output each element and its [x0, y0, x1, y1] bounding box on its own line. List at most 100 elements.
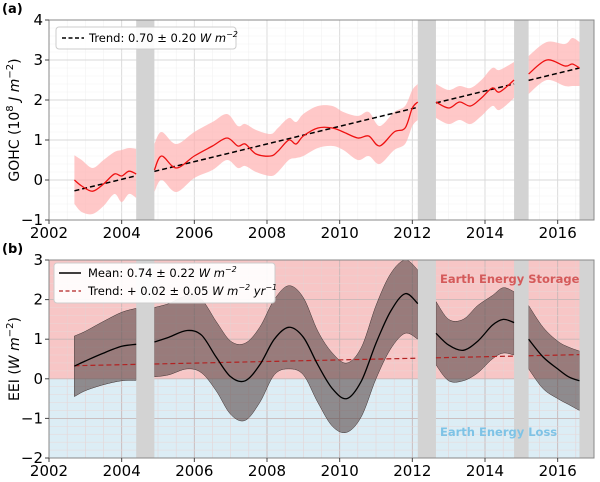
x-tick-label: 2008 — [248, 462, 286, 480]
data-gap-bar — [417, 20, 436, 220]
x-tick-label: 2014 — [466, 462, 504, 480]
y-tick-label: 4 — [33, 11, 43, 29]
x-tick-label: 2010 — [321, 462, 359, 480]
y-tick-label: 2 — [33, 291, 43, 309]
data-gap-bar — [514, 20, 529, 220]
region-label-loss: Earth Energy Loss — [440, 425, 557, 439]
legend-box-b — [53, 262, 276, 304]
y-tick-label: 1 — [33, 131, 43, 149]
panel-label-b: (b) — [2, 242, 23, 257]
y-tick-label: 2 — [33, 91, 43, 109]
series-line-segment — [74, 343, 137, 367]
y-tick-label: 0 — [33, 370, 43, 388]
ylabel-unit-sup-a: −2 — [5, 64, 16, 79]
data-gaps-a — [136, 20, 594, 220]
legend-unit2-trend-b: yr — [250, 284, 266, 298]
series-line-segment — [435, 79, 515, 109]
trend-line-segment — [154, 357, 418, 365]
series-line-segment — [435, 318, 515, 352]
ticks-b: 2002 2004 2006 2008 2010 2012 2014 2016 −2 −1 0 1 2 3 — [21, 251, 577, 480]
svg-text:Trend: + 0.02 ± 0.05 W m−2 yr−: Trend: + 0.02 ± 0.05 W m−2 yr−1 — [87, 283, 277, 298]
series-line-segment — [528, 59, 580, 75]
grid-a — [48, 19, 595, 221]
series-line-segment — [154, 293, 419, 400]
legend-label-trend-b: Trend: + 0.02 ± 0.05 — [87, 284, 212, 298]
svg-text:Trend: 0.70 ± 0.20 W m−2: Trend: 0.70 ± 0.20 W m−2 — [88, 30, 238, 45]
trend-line-segment — [74, 363, 137, 367]
series-line-segment — [528, 338, 580, 382]
legend-a: Trend: 0.70 ± 0.20 W m−2 — [55, 26, 238, 50]
data-gap-bar — [514, 260, 529, 458]
x-tick-label: 2016 — [539, 462, 577, 480]
ylabel-text-a: GOHC (10 — [7, 112, 23, 182]
trend-line-segment — [528, 67, 580, 82]
x-tick-label: 2010 — [321, 224, 359, 242]
x-tick-label: 2004 — [103, 224, 141, 242]
legend-b: Mean: 0.74 ± 0.22 W m−2 Trend: + 0.02 ± … — [53, 262, 277, 304]
y-tick-label: −1 — [21, 409, 43, 427]
svg-text:GOHC (108 J m−2): GOHC (108 J m−2) — [5, 58, 23, 181]
uncertainty-band-segment — [528, 37, 580, 94]
gohc-line — [73, 59, 580, 192]
ylabel-close-a: ) — [7, 58, 23, 63]
y-tick-label: 3 — [33, 51, 43, 69]
trend-line-segment — [154, 106, 418, 173]
legend-unit-mean-b: W m — [199, 266, 225, 280]
ylabel-text-b: EEI ( — [7, 369, 23, 401]
y-tick-label: 3 — [33, 251, 43, 269]
data-gap-bar — [579, 260, 594, 458]
legend-sup-trend-b: −2 — [238, 283, 250, 292]
axes-frame-a — [48, 19, 595, 221]
legend-unit-a: W m — [200, 31, 226, 45]
x-tick-label: 2006 — [175, 224, 213, 242]
trend-line-segment — [435, 83, 515, 104]
axes-frame-b — [48, 259, 595, 459]
series-line-segment — [153, 101, 419, 171]
legend-sup-a: −2 — [226, 30, 238, 39]
y-axis-label-b: EEI (W m−2) — [5, 317, 23, 401]
y-tick-label: 1 — [33, 330, 43, 348]
uncertainty-band-segment — [74, 147, 137, 215]
y-axis-label-a: GOHC (108 J m−2) — [5, 58, 23, 181]
x-tick-label: 2012 — [393, 224, 431, 242]
svg-text:Mean: 0.74 ± 0.22 W m−2: Mean: 0.74 ± 0.22 W m−2 — [88, 265, 237, 280]
legend-label-trend-a: Trend: 0.70 ± 0.20 — [88, 31, 200, 45]
panel-label-a: (a) — [2, 2, 23, 17]
x-tick-label: 2016 — [539, 224, 577, 242]
panel-b-eei: 2002 2004 2006 2008 2010 2012 2014 2016 −2 −1 0 1 2 3… — [2, 242, 595, 480]
x-tick-label: 2014 — [466, 224, 504, 242]
ylabel-close-b: ) — [7, 317, 23, 322]
x-tick-label: 2002 — [30, 224, 68, 242]
x-tick-label: 2006 — [175, 462, 213, 480]
ylabel-unit-b: W m — [7, 337, 23, 369]
x-tick-label: 2004 — [103, 462, 141, 480]
trend-line-segment — [435, 355, 515, 359]
y-tick-label: −1 — [21, 211, 43, 229]
x-tick-label: 2008 — [248, 224, 286, 242]
ylabel-unit-a: J m — [7, 79, 23, 106]
data-gap-bar — [417, 260, 436, 458]
eei-line — [74, 293, 580, 400]
panel-a-gohc: 2002 2004 2006 2008 2010 2012 2014 2016−101234 … — [2, 2, 595, 242]
data-gap-bar — [136, 260, 155, 458]
trend-line-b — [74, 354, 580, 367]
legend-sup-mean-b: −2 — [225, 265, 237, 274]
data-gap-bar — [579, 20, 594, 220]
legend-label-mean-b: Mean: 0.74 ± 0.22 — [88, 266, 199, 280]
svg-text:EEI (W m−2): EEI (W m−2) — [5, 317, 23, 401]
legend-sup2-trend-b: −1 — [265, 283, 277, 292]
data-gap-bar — [136, 20, 155, 220]
y-tick-label: −2 — [21, 449, 43, 467]
ticks-a: 2002 2004 2006 2008 2010 2012 2014 2016 −1 0 1 2 3 4 — [21, 11, 577, 242]
ylabel-unit-sup-b: −2 — [5, 323, 16, 338]
data-gaps-b — [136, 260, 594, 458]
x-tick-label: 2012 — [393, 462, 431, 480]
series-line-segment — [73, 170, 137, 192]
y-tick-label: 0 — [33, 171, 43, 189]
uncertainty-band-segment — [154, 84, 418, 193]
trend-line-segment — [528, 354, 580, 357]
region-label-storage: Earth Energy Storage — [440, 272, 580, 286]
legend-box-a — [55, 26, 237, 50]
x-tick-label: 2002 — [30, 462, 68, 480]
